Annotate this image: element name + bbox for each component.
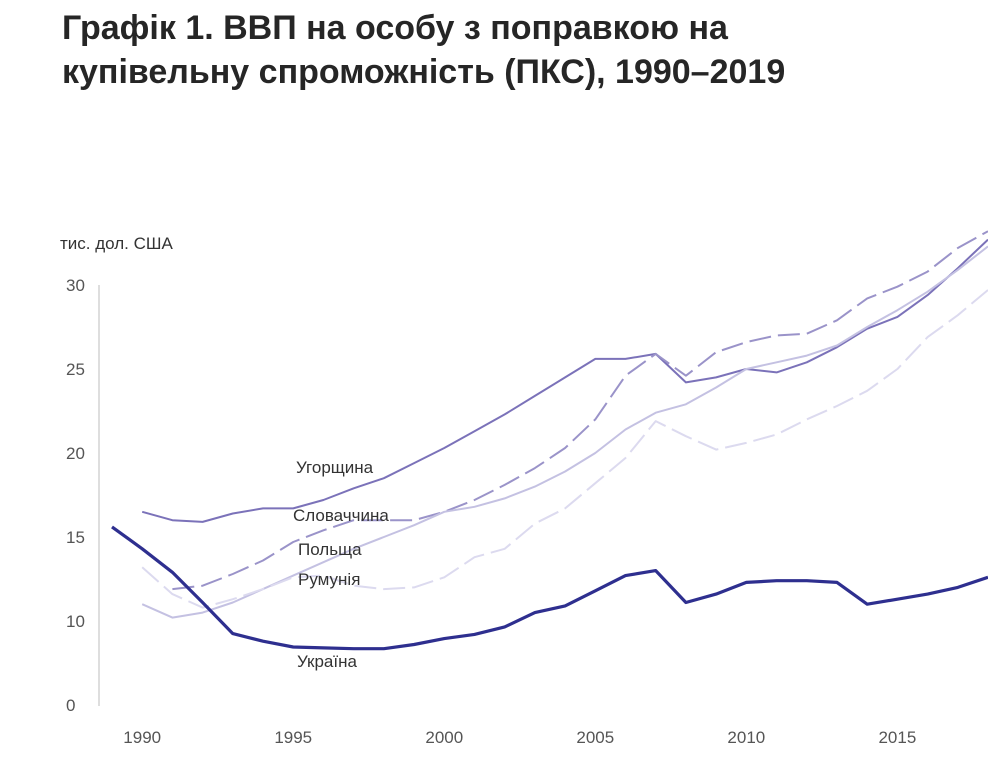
chart-title: Графік 1. ВВП на особу з поправкою на ку…	[62, 6, 962, 94]
series-line-Румунія	[141, 289, 988, 609]
series-label: Україна	[297, 652, 357, 671]
series-label: Словаччина	[293, 506, 389, 525]
y-tick-label: 20	[66, 444, 85, 463]
y-tick-label: 15	[66, 528, 85, 547]
y-tick-label: 0	[66, 696, 75, 715]
y-tick-label: 30	[66, 276, 85, 295]
x-tick-label: 2010	[727, 728, 765, 747]
chart-title-line-1: Графік 1. ВВП на особу з поправкою на	[62, 9, 728, 47]
series-label: Польща	[298, 540, 362, 559]
series-line-Україна	[111, 525, 988, 651]
series-line-Польща	[141, 245, 988, 619]
data-series	[111, 230, 988, 651]
x-tick-label: 2000	[425, 728, 463, 747]
x-tick-label: 2015	[878, 728, 916, 747]
series-labels: Угорщина Словаччина Польща Румунія Україна	[293, 458, 389, 671]
y-axis-ticks: 0 10 15 20 25 30	[66, 276, 85, 715]
series-label: Угорщина	[296, 458, 374, 477]
x-tick-label: 1995	[274, 728, 312, 747]
series-line-Угорщина	[141, 238, 988, 523]
series-line-Словаччина	[172, 230, 988, 591]
x-axis-ticks: 1990 1995 2000 2005 2010 2015	[123, 728, 916, 747]
y-axis-label: тис. дол. США	[60, 234, 173, 253]
y-tick-label: 25	[66, 360, 85, 379]
x-tick-label: 1990	[123, 728, 161, 747]
y-tick-label: 10	[66, 612, 85, 631]
chart-title-line-2: купівельну спроможність (ПКС), 1990–2019	[62, 53, 786, 91]
series-label: Румунія	[298, 570, 360, 589]
x-tick-label: 2005	[576, 728, 614, 747]
